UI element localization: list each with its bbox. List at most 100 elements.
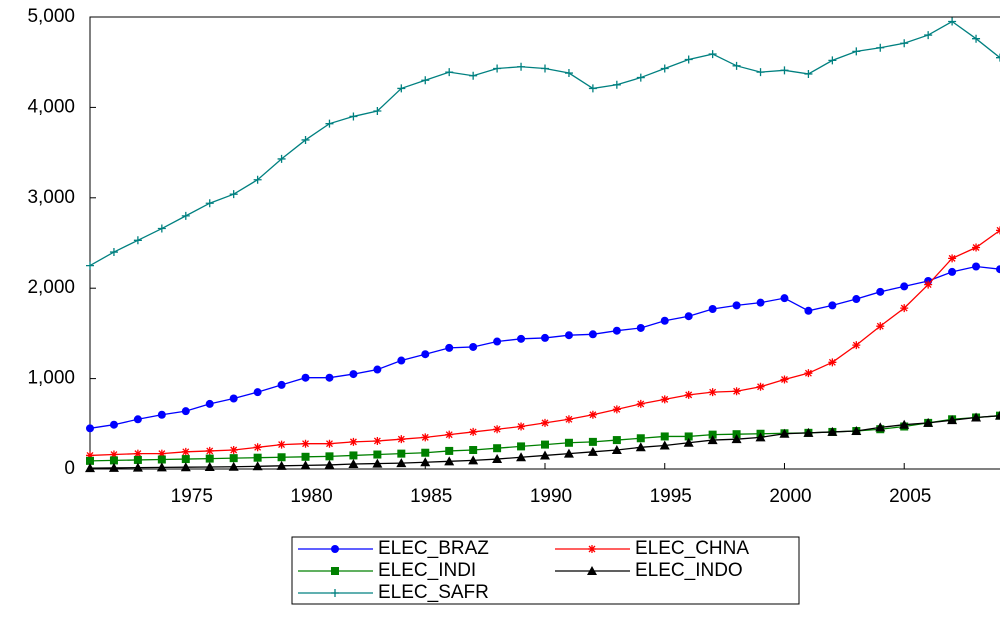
marker (780, 375, 789, 384)
marker (707, 435, 718, 445)
marker (588, 410, 597, 419)
marker (755, 432, 766, 442)
marker (564, 331, 573, 340)
marker (827, 426, 838, 436)
marker (181, 447, 190, 456)
marker (804, 306, 813, 315)
marker (277, 154, 286, 163)
y-tick-label: 5,000 (27, 6, 75, 27)
marker (181, 407, 190, 416)
marker (372, 458, 383, 468)
marker (373, 365, 382, 374)
marker (108, 462, 119, 472)
marker (349, 451, 358, 460)
marker (588, 437, 597, 446)
marker (133, 455, 142, 464)
marker (109, 248, 118, 257)
marker (493, 64, 502, 73)
marker (708, 388, 717, 397)
marker (635, 442, 646, 452)
marker (611, 445, 622, 455)
x-tick-label: 1985 (410, 486, 452, 507)
marker (157, 449, 166, 458)
legend-marker (587, 566, 597, 575)
marker (660, 64, 669, 73)
marker (636, 399, 645, 408)
marker (325, 452, 334, 461)
marker (325, 439, 334, 448)
x-tick-label: 1990 (530, 486, 572, 507)
legend-box (291, 536, 800, 605)
marker (348, 459, 359, 469)
marker (397, 84, 406, 93)
marker (444, 456, 455, 466)
marker (253, 388, 262, 397)
marker (421, 350, 430, 359)
marker (588, 84, 597, 93)
marker (445, 68, 454, 77)
marker (517, 442, 526, 451)
marker (517, 422, 526, 431)
marker (325, 373, 334, 382)
marker (828, 56, 837, 65)
marker (492, 454, 503, 464)
marker (804, 69, 813, 78)
marker (540, 450, 550, 460)
marker (301, 452, 310, 461)
marker (612, 326, 621, 335)
marker (683, 437, 694, 447)
marker (229, 190, 238, 199)
marker (541, 333, 549, 342)
marker (229, 454, 238, 463)
marker (900, 304, 909, 313)
marker (421, 76, 430, 85)
marker (132, 462, 143, 472)
legend-marker (331, 589, 339, 597)
marker (396, 458, 407, 468)
marker (493, 425, 502, 434)
marker (397, 435, 406, 444)
marker (612, 405, 621, 414)
marker (205, 399, 214, 408)
marker (851, 426, 862, 436)
marker (972, 34, 981, 43)
series-line (89, 265, 1000, 429)
marker (277, 453, 286, 462)
y-tick-label: 1,000 (27, 368, 75, 389)
marker (612, 80, 621, 89)
marker (732, 61, 741, 70)
x-tick-label: 1975 (171, 486, 213, 507)
y-tick-label: 0 (64, 458, 75, 479)
marker (205, 199, 214, 208)
marker (229, 394, 238, 403)
marker (660, 432, 669, 441)
marker (469, 342, 478, 351)
marker (157, 224, 166, 233)
marker (493, 337, 502, 346)
legend-marker (331, 545, 339, 553)
marker (972, 243, 981, 252)
marker (684, 390, 693, 399)
marker (516, 452, 527, 462)
marker (564, 438, 573, 447)
marker (157, 410, 166, 419)
marker (205, 454, 214, 463)
marker (900, 282, 909, 291)
marker (469, 446, 478, 455)
marker (86, 456, 94, 465)
marker (852, 341, 861, 350)
legend-label: ELEC_INDI (378, 560, 476, 581)
marker (277, 440, 286, 449)
marker (204, 462, 215, 472)
marker (708, 430, 717, 439)
marker (373, 107, 382, 116)
marker (924, 280, 933, 289)
plot-frame (89, 16, 1000, 470)
marker (995, 410, 1000, 420)
marker (948, 267, 957, 276)
marker (469, 71, 478, 80)
legend-marker (588, 545, 596, 553)
marker (349, 112, 358, 121)
marker (205, 446, 214, 455)
marker (133, 415, 142, 424)
